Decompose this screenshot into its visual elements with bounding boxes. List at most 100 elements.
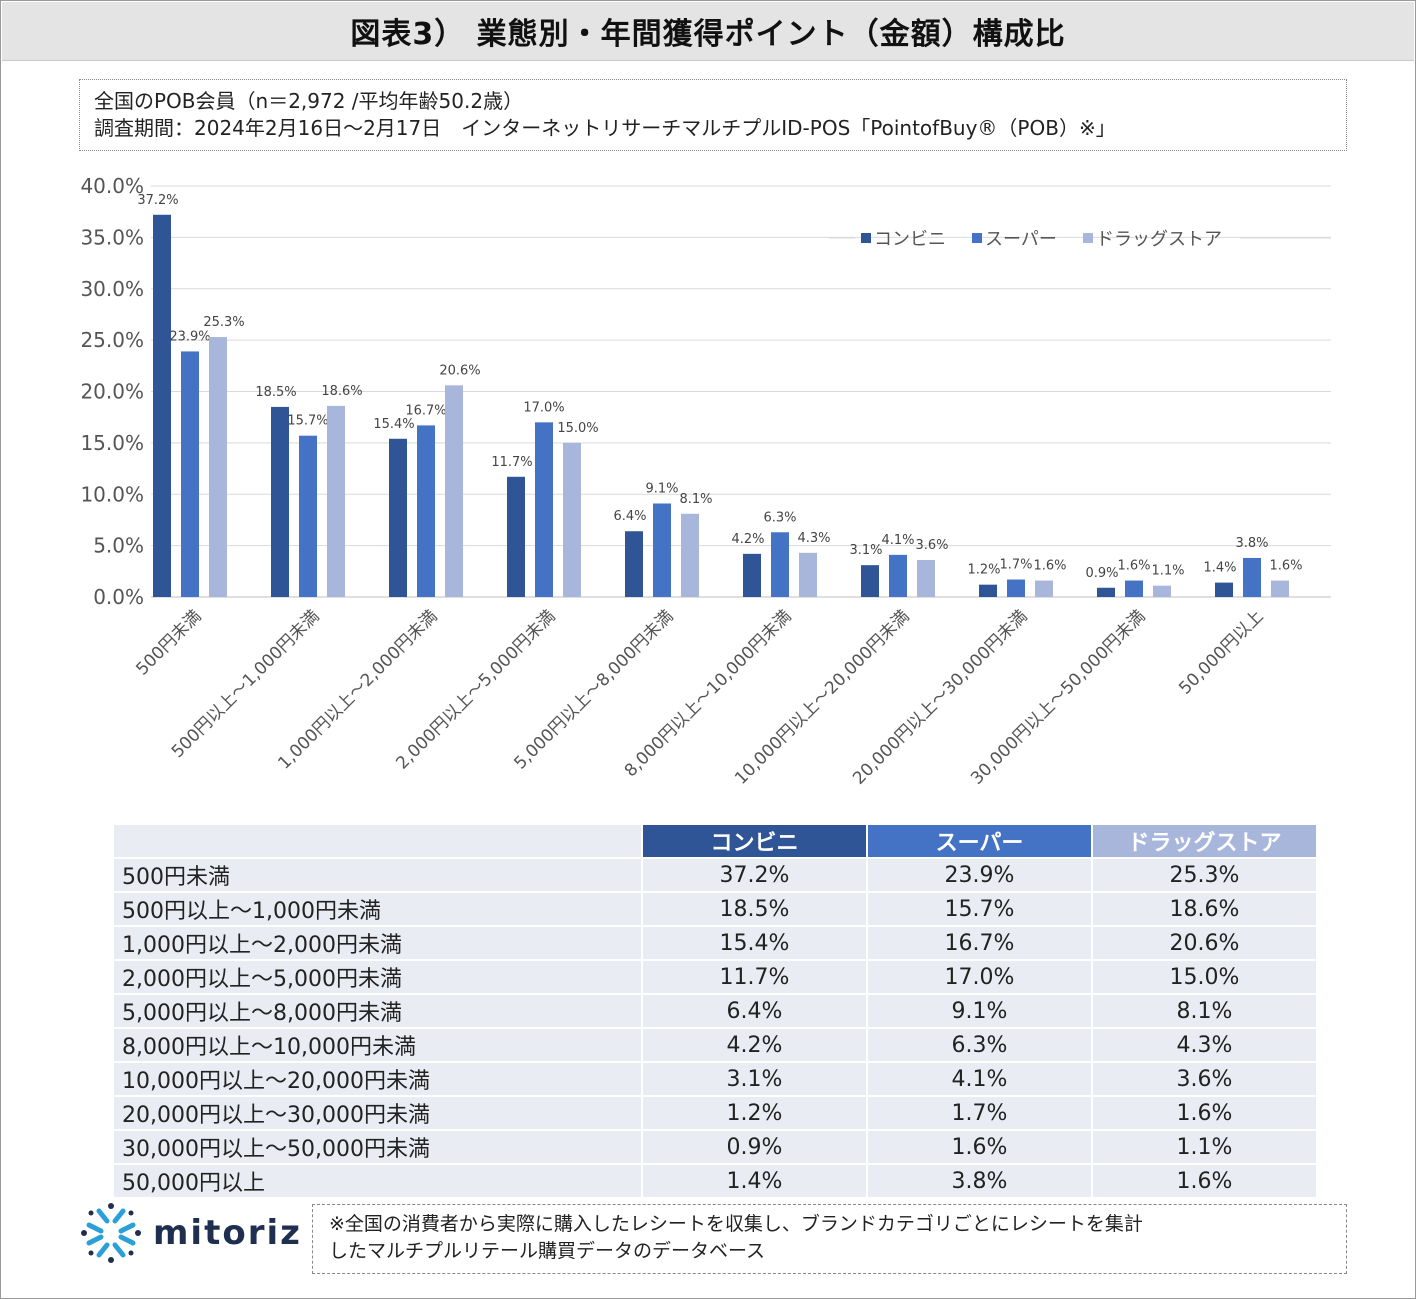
- data-label: 1.6%: [1269, 559, 1302, 574]
- legend-label: スーパー: [985, 229, 1057, 250]
- y-tick-label: 20.0%: [80, 380, 144, 404]
- table-row-label: 8,000円以上～10,000円未満: [114, 1027, 641, 1061]
- y-tick-label: 5.0%: [93, 534, 144, 558]
- bar: [181, 351, 199, 597]
- table-row: 5,000円以上～8,000円未満 6.4% 9.1% 8.1%: [114, 993, 1316, 1027]
- table-cell: 4.1%: [866, 1061, 1091, 1095]
- legend-swatch: [1083, 233, 1093, 243]
- legend-label: コンビニ: [874, 229, 946, 250]
- table-header-row: コンビニ スーパー ドラッグストア: [114, 825, 1316, 857]
- bar: [153, 214, 171, 597]
- table-cell: 23.9%: [866, 857, 1091, 891]
- data-label: 1.2%: [967, 563, 1000, 578]
- bar: [507, 476, 525, 597]
- table-cell: 20.6%: [1091, 925, 1316, 959]
- bar: [771, 532, 789, 597]
- table-cell: 1.4%: [641, 1163, 866, 1197]
- table-row-label: 1,000円以上～2,000円未満: [114, 925, 641, 959]
- bar: [681, 513, 699, 597]
- data-label: 4.2%: [731, 532, 764, 547]
- y-tick-label: 10.0%: [80, 482, 144, 506]
- bar: [1243, 557, 1261, 597]
- y-tick-label: 30.0%: [80, 277, 144, 301]
- bar: [1007, 579, 1025, 597]
- data-label: 6.4%: [613, 509, 646, 524]
- table-cell: 6.4%: [641, 993, 866, 1027]
- bar: [299, 435, 317, 597]
- data-label: 15.4%: [373, 417, 414, 432]
- table-cell: 0.9%: [641, 1129, 866, 1163]
- table-cell: 15.0%: [1091, 959, 1316, 993]
- bar: [979, 584, 997, 597]
- bar: [563, 442, 581, 597]
- bar: [417, 425, 435, 597]
- x-tick-label: 500円未満: [132, 606, 205, 679]
- table-cell: 9.1%: [866, 993, 1091, 1027]
- data-label: 23.9%: [169, 329, 210, 344]
- data-table: コンビニ スーパー ドラッグストア 500円未満 37.2% 23.9% 25.3% 5…: [114, 825, 1316, 1197]
- bar: [889, 554, 907, 597]
- x-tick-label: 50,000円以上: [1175, 606, 1267, 698]
- bar: [1153, 585, 1171, 597]
- bar: [917, 560, 935, 597]
- data-label: 1.6%: [1117, 559, 1150, 574]
- data-label: 1.6%: [1033, 559, 1066, 574]
- survey-info-box: 全国のPOB会員（n＝2,972 /平均年齢50.2歳） 調査期間：2024年2…: [79, 79, 1347, 151]
- table-cell: 4.3%: [1091, 1027, 1316, 1061]
- survey-sample-text: 全国のPOB会員（n＝2,972 /平均年齢50.2歳）: [94, 89, 524, 113]
- table-cell: 1.6%: [1091, 1163, 1316, 1197]
- table-row-label: 500円未満: [114, 857, 641, 891]
- table-cell: 3.6%: [1091, 1061, 1316, 1095]
- table-row: 1,000円以上～2,000円未満 15.4% 16.7% 20.6%: [114, 925, 1316, 959]
- table-cell: 17.0%: [866, 959, 1091, 993]
- bar: [1215, 582, 1233, 597]
- y-tick-label: 25.0%: [80, 328, 144, 352]
- bar: [799, 552, 817, 597]
- table-cell: 3.1%: [641, 1061, 866, 1095]
- table-row-label: 30,000円以上～50,000円未満: [114, 1129, 641, 1163]
- table-cell: 18.5%: [641, 891, 866, 925]
- table-row: 10,000円以上～20,000円未満 3.1% 4.1% 3.6%: [114, 1061, 1316, 1095]
- table-cell: 25.3%: [1091, 857, 1316, 891]
- bar: [743, 553, 761, 597]
- bar: [445, 385, 463, 597]
- bar: [271, 406, 289, 597]
- bar: [209, 337, 227, 597]
- bar: [1035, 580, 1053, 597]
- table-corner-cell: [114, 825, 641, 857]
- legend-swatch: [861, 233, 871, 243]
- data-label: 0.9%: [1085, 566, 1118, 581]
- data-label: 18.6%: [321, 384, 362, 399]
- y-tick-label: 0.0%: [93, 585, 144, 609]
- table-cell: 16.7%: [866, 925, 1091, 959]
- data-label: 9.1%: [645, 481, 678, 496]
- bar: [1125, 580, 1143, 597]
- data-label: 3.1%: [849, 543, 882, 558]
- table-row-label: 20,000円以上～30,000円未満: [114, 1095, 641, 1129]
- table-header-convenience: コンビニ: [641, 825, 866, 857]
- table-row: 20,000円以上～30,000円未満 1.2% 1.7% 1.6%: [114, 1095, 1316, 1129]
- mitoriz-logo-icon: [81, 1203, 141, 1263]
- table-cell: 3.8%: [866, 1163, 1091, 1197]
- bar: [1097, 587, 1115, 597]
- bar-chart: 0.0% 5.0% 10.0% 15.0% 20.0% 25.0% 30.0% 35.0% 40…: [80, 174, 1331, 789]
- bar: [389, 438, 407, 597]
- mitoriz-logo: mitoriz: [79, 1201, 302, 1265]
- data-label: 4.1%: [881, 533, 914, 548]
- footnote-box: ※全国の消費者から実際に購入したレシートを収集し、ブランドカテゴリごとにレシート…: [312, 1204, 1347, 1274]
- table-cell: 18.6%: [1091, 891, 1316, 925]
- footnote-line-2: したマルチプルリテール購買データのデータベース: [329, 1240, 766, 1262]
- bar: [327, 405, 345, 597]
- y-tick-label: 35.0%: [80, 225, 144, 249]
- footnote-line-1: ※全国の消費者から実際に購入したレシートを収集し、ブランドカテゴリごとにレシート…: [329, 1213, 1143, 1235]
- data-label: 1.4%: [1203, 561, 1236, 576]
- bar: [625, 531, 643, 597]
- data-label: 1.7%: [999, 558, 1032, 573]
- table-row: 8,000円以上～10,000円未満 4.2% 6.3% 4.3%: [114, 1027, 1316, 1061]
- survey-period-text: 調査期間：2024年2月16日～2月17日 インターネットリサーチマルチプルID…: [94, 116, 1116, 140]
- data-label: 1.1%: [1151, 564, 1184, 579]
- logo-wordmark: mitoriz: [153, 1213, 302, 1253]
- data-label: 20.6%: [439, 363, 480, 378]
- data-label: 11.7%: [491, 455, 532, 470]
- legend-swatch: [972, 233, 982, 243]
